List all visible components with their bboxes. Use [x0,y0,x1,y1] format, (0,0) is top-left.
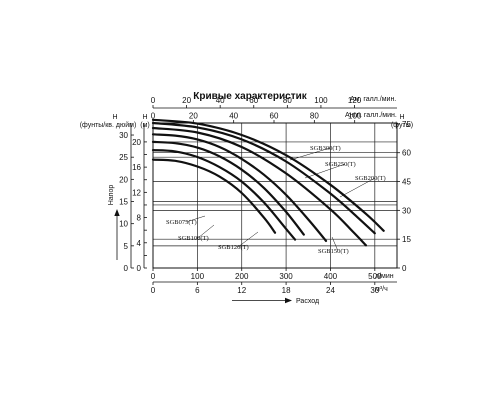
left-outer-axis-label-line1: H [112,114,117,121]
top-upper-tick-label: 100 [314,96,328,105]
top-lower-tick-label: 100 [348,112,362,121]
right-tick-label: 0 [402,264,407,273]
series-label: SGB300(T) [310,145,341,152]
top-upper-tick-label: 80 [283,96,292,105]
top-upper-tick-label: 0 [151,96,156,105]
bottom-upper-tick-label: 500 [368,272,382,281]
top-upper-tick-label: 60 [249,96,258,105]
left-outer-tick-label: 30 [119,131,128,140]
y-axis-title: Напор [108,185,115,206]
top-lower-tick-label: 20 [189,112,198,121]
right-tick-label: 45 [402,178,411,187]
left-inner-tick-label: 4 [137,239,142,248]
series-label-leader [339,177,376,198]
right-axis-label-line2: (футы) [391,122,413,129]
bottom-lower-axis-unit: м³/ч [375,286,388,293]
top-lower-tick-label: 60 [270,112,279,121]
left-inner-tick-label: 0 [137,264,142,273]
series-line [151,149,297,241]
chart-title: Кривые характеристик [193,91,308,102]
series-label-leader [289,147,331,161]
top-lower-tick-label: 0 [151,112,156,121]
series-label-leader [237,231,259,248]
right-tick-label: 75 [402,120,411,129]
series-label: SGB075(T) [166,219,197,226]
left-outer-axis-label-line2: (фунты/кв. дюйм) [80,121,137,129]
right-tick-label: 60 [402,149,411,158]
left-inner-tick-label: 8 [137,214,142,223]
series-label-leader [331,236,339,252]
series-label-leader [185,215,206,223]
right-tick-label: 15 [402,235,411,244]
series-label: SGB200(T) [355,175,386,182]
left-outer-tick-label: 15 [119,198,128,207]
series-label: SGB100(T) [178,235,209,242]
bottom-upper-tick-label: 0 [151,272,156,281]
series-line [151,121,376,235]
series-line [151,126,367,247]
bottom-lower-tick-label: 30 [370,286,379,295]
right-tick-label: 30 [402,206,411,215]
left-outer-tick-label: 20 [119,175,128,184]
series-line [151,118,385,232]
bottom-lower-tick-label: 24 [326,286,335,295]
series-line [151,158,277,234]
top-lower-tick-label: 80 [310,112,319,121]
bottom-upper-tick-label: 300 [279,272,293,281]
series-group [151,118,385,252]
bottom-lower-tick-label: 0 [151,286,156,295]
series-label: SGB250(T) [325,161,356,168]
left-inner-tick-label: 16 [132,163,141,172]
bottom-upper-tick-label: 400 [324,272,338,281]
bottom-lower-tick-label: 12 [237,286,246,295]
left-outer-tick-label: 25 [119,153,128,162]
left-inner-tick-label: 12 [132,188,141,197]
y-axis-title-arrow [114,209,120,260]
series-label-leader [197,224,215,239]
top-lower-axis-unit: Англ. галл./мин. [345,112,397,119]
left-inner-axis-label-line2: (м) [140,122,149,129]
top-upper-tick-label: 20 [182,96,191,105]
bottom-upper-tick-label: 200 [235,272,249,281]
series-line [151,140,305,236]
right-axis-label-line1: H [399,114,404,121]
bottom-lower-tick-label: 6 [195,286,200,295]
series-label-leader [304,163,346,179]
left-outer-tick-label: 5 [124,242,129,251]
x-axis-title-arrow [232,297,292,304]
top-upper-tick-label: 120 [348,96,362,105]
series-label: SGB150(T) [318,248,349,255]
left-inner-tick-label: 20 [132,138,141,147]
x-axis-title: Расход [296,298,319,305]
bottom-lower-tick-label: 18 [282,286,291,295]
left-outer-tick-label: 10 [119,220,128,229]
bottom-upper-axis-unit: л/мин [375,273,394,280]
top-upper-tick-label: 40 [216,96,225,105]
top-lower-tick-label: 40 [229,112,238,121]
top-upper-axis-unit: Ам. галл./мин. [350,96,396,103]
left-inner-axis-label-line1: H [142,114,147,121]
left-outer-tick-label: 0 [124,264,129,273]
bottom-upper-tick-label: 100 [191,272,205,281]
series-label: SGB120(T) [218,244,249,251]
plot-frame [152,122,398,269]
series-line [151,133,328,242]
